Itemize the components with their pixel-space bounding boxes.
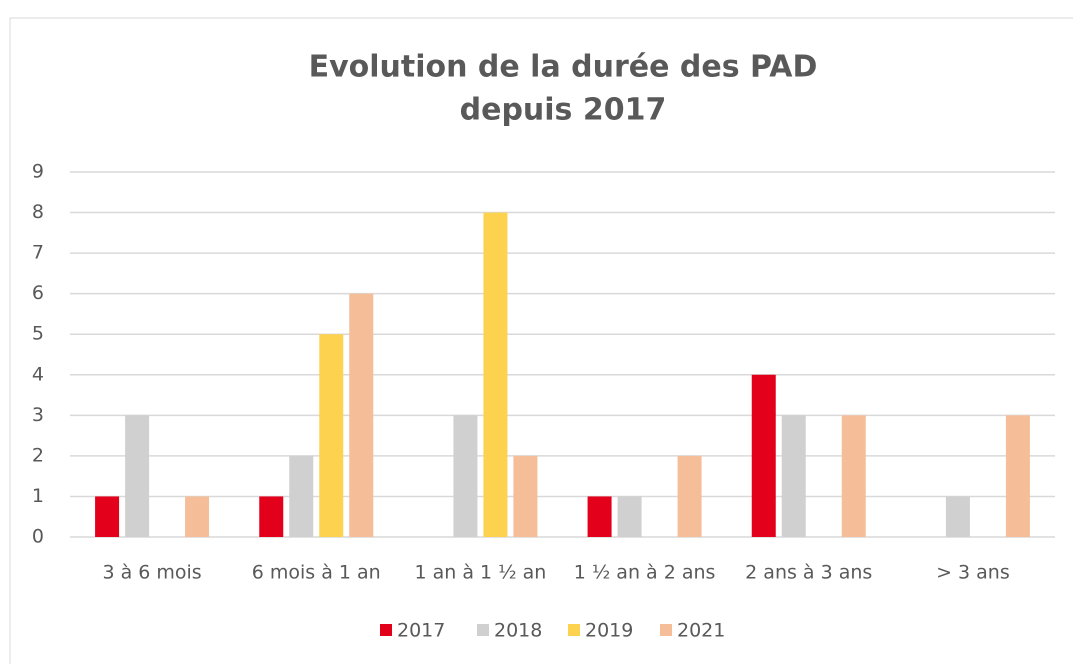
y-tick-label: 0 <box>32 526 44 548</box>
y-tick-label: 7 <box>32 242 44 264</box>
x-tick-label: 1 an à 1 ½ an <box>415 562 547 584</box>
x-tick-label: 3 à 6 mois <box>102 562 201 584</box>
bar <box>945 496 970 537</box>
legend-swatch <box>380 624 392 636</box>
y-tick-label: 2 <box>32 444 44 466</box>
y-tick-label: 5 <box>32 323 44 345</box>
bar <box>349 293 374 537</box>
legend-swatch <box>568 624 580 636</box>
y-tick-label: 4 <box>32 363 44 385</box>
bar <box>617 496 642 537</box>
bar <box>1005 415 1030 537</box>
bar <box>453 415 478 537</box>
bar <box>319 334 344 537</box>
bar <box>185 496 210 537</box>
chart-frame <box>9 17 1073 664</box>
bar <box>95 496 120 537</box>
y-tick-label: 1 <box>32 485 44 507</box>
bar <box>513 455 538 537</box>
bar <box>587 496 612 537</box>
x-tick-label: 1 ½ an à 2 ans <box>574 562 716 584</box>
bar <box>677 455 702 537</box>
x-tick-label: 2 ans à 3 ans <box>745 562 872 584</box>
bar <box>751 374 776 537</box>
y-tick-label: 3 <box>32 404 44 426</box>
bar <box>483 212 508 538</box>
y-tick-label: 9 <box>32 161 44 183</box>
bar <box>289 455 314 537</box>
y-tick-label: 6 <box>32 282 44 304</box>
legend-label: 2018 <box>494 620 542 642</box>
legend-swatch <box>660 624 672 636</box>
bar <box>259 496 284 537</box>
y-tick-label: 8 <box>32 201 44 223</box>
bar <box>781 415 806 537</box>
chart-title: Evolution de la durée des PAD <box>309 50 818 85</box>
x-tick-label: > 3 ans <box>936 562 1010 584</box>
chart-title: depuis 2017 <box>460 93 667 128</box>
legend-label: 2017 <box>397 620 445 642</box>
legend-swatch <box>477 624 489 636</box>
bar <box>841 415 866 537</box>
x-tick-label: 6 mois à 1 an <box>252 562 381 584</box>
bar <box>125 415 150 537</box>
legend-label: 2021 <box>677 620 725 642</box>
legend-label: 2019 <box>585 620 633 642</box>
